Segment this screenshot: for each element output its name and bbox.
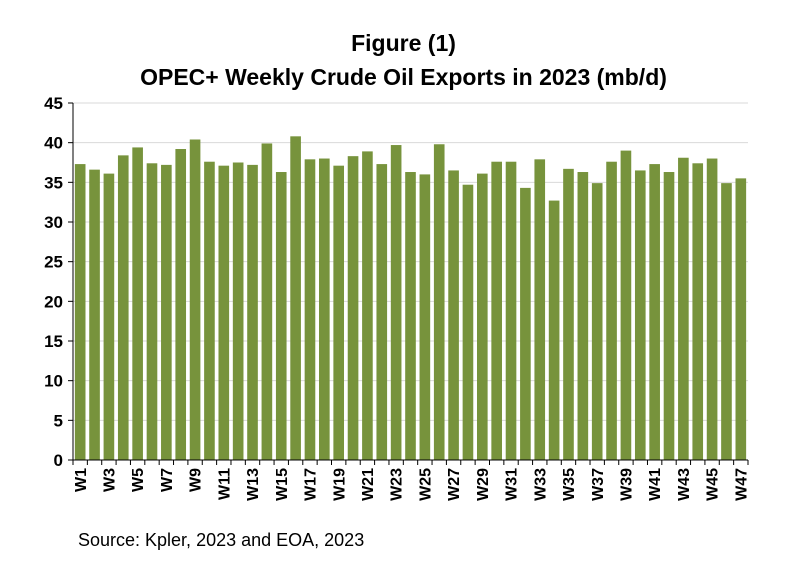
- bar-w36: [577, 172, 589, 460]
- x-tick-label: W9: [188, 468, 205, 492]
- x-tick-label: W15: [274, 468, 291, 501]
- y-tick-label: 40: [44, 134, 63, 153]
- bar-w12: [232, 162, 244, 460]
- x-tick-label: W13: [245, 468, 262, 501]
- x-tick-label: W3: [102, 468, 119, 492]
- y-tick-label: 25: [44, 253, 63, 272]
- x-tick-label: W35: [561, 468, 578, 501]
- x-tick-labels: W1 W3 W5 W7 W9 W11 W13 W15 W17 W19 W21 W23 W25 W27 W29…: [73, 468, 751, 501]
- bar-w6: [146, 163, 158, 460]
- bar-w40: [634, 170, 646, 460]
- bar-w35: [563, 168, 574, 460]
- bar-w46: [721, 183, 732, 461]
- x-tick-label: W25: [417, 468, 434, 501]
- x-tick-label: W27: [446, 468, 463, 501]
- bar-w32: [520, 187, 531, 461]
- bar-w2: [89, 169, 100, 460]
- bar-w1: [74, 164, 86, 460]
- x-tick-label: W17: [303, 468, 320, 501]
- bar-w13: [247, 164, 258, 460]
- x-tick-label: W7: [159, 468, 176, 492]
- bar-w33: [534, 159, 546, 460]
- bar-w29: [476, 173, 488, 460]
- x-tick-label: W39: [619, 468, 636, 501]
- bar-w22: [376, 164, 388, 460]
- y-tick-label: 45: [44, 94, 63, 113]
- bar-w43: [678, 157, 689, 461]
- bar-w20: [347, 156, 359, 461]
- y-tick-label: 35: [44, 173, 63, 192]
- y-tick-label: 10: [44, 372, 63, 391]
- x-tick-label: W1: [73, 468, 90, 492]
- bar-w31: [505, 161, 517, 460]
- bar-w47: [735, 178, 747, 460]
- bar-w18: [319, 158, 330, 461]
- bar-w3: [103, 173, 115, 460]
- x-tick-label: W33: [532, 468, 549, 501]
- bar-w7: [161, 164, 172, 460]
- bar-w23: [390, 145, 402, 460]
- bar-w24: [405, 172, 416, 460]
- bar-w9: [189, 139, 201, 460]
- bar-w21: [362, 151, 373, 461]
- x-tick-label: W47: [733, 468, 750, 501]
- y-tick-label: 30: [44, 213, 63, 232]
- bar-w4: [117, 155, 129, 461]
- x-tick-label: W37: [590, 468, 607, 501]
- bar-w16: [290, 136, 301, 460]
- y-tick-label: 0: [54, 451, 63, 470]
- x-tick-label: W11: [216, 468, 233, 500]
- bar-w28: [462, 184, 474, 461]
- x-tick-label: W19: [331, 468, 348, 501]
- bar-w15: [275, 172, 287, 460]
- x-tick-label: W43: [676, 468, 693, 501]
- chart-subtitle: OPEC+ Weekly Crude Oil Exports in 2023 (…: [140, 64, 667, 90]
- bar-w41: [649, 164, 660, 460]
- x-tick-label: W23: [389, 468, 406, 501]
- x-tick-label: W41: [647, 468, 664, 501]
- bar-w34: [548, 200, 560, 460]
- x-tick-label: W21: [360, 468, 377, 501]
- x-tick-label: W29: [475, 468, 492, 501]
- bar-w37: [591, 183, 603, 461]
- x-tick-label: W31: [504, 468, 521, 501]
- bar-w45: [706, 158, 718, 461]
- bar-w8: [175, 149, 187, 460]
- axes: [68, 102, 749, 465]
- bar-w44: [692, 163, 704, 460]
- bar-w11: [218, 165, 230, 460]
- x-tick-label: W5: [130, 468, 147, 492]
- bar-w26: [433, 144, 445, 460]
- source-note: Source: Kpler, 2023 and EOA, 2023: [78, 530, 365, 550]
- bar-w30: [491, 161, 502, 460]
- bar-w14: [261, 143, 273, 460]
- chart-title: Figure (1): [351, 30, 456, 56]
- bar-w38: [606, 161, 617, 460]
- bar-w17: [304, 159, 316, 460]
- bar-w10: [204, 161, 215, 460]
- bar-w27: [448, 170, 459, 460]
- bar-w5: [132, 147, 143, 460]
- y-tick-labels: 0 5 10 15 20 25 30 35 40 45: [44, 94, 63, 470]
- y-tick-label: 20: [44, 292, 63, 311]
- bars: [74, 136, 747, 461]
- x-tick-label: W45: [705, 468, 722, 501]
- bar-w19: [333, 165, 345, 460]
- y-tick-label: 5: [54, 411, 63, 430]
- bar-w39: [620, 150, 632, 460]
- bar-w42: [663, 172, 675, 460]
- bar-w25: [419, 174, 431, 460]
- y-tick-label: 15: [44, 332, 63, 351]
